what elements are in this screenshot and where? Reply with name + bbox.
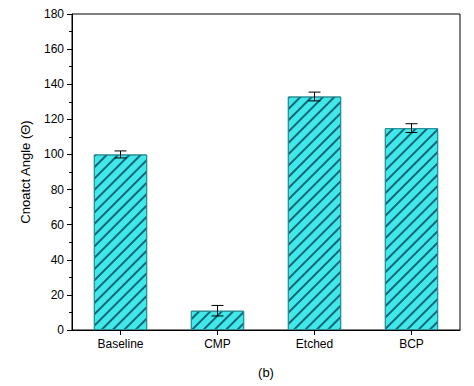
- svg-text:Cnoatct Angle (Θ): Cnoatct Angle (Θ): [18, 120, 33, 223]
- svg-text:CMP: CMP: [204, 337, 231, 351]
- svg-text:Etched: Etched: [296, 337, 333, 351]
- svg-text:100: 100: [44, 147, 64, 161]
- svg-text:0: 0: [57, 323, 64, 337]
- svg-text:(b): (b): [258, 365, 274, 380]
- svg-text:BCP: BCP: [399, 337, 424, 351]
- svg-text:180: 180: [44, 7, 64, 21]
- svg-text:140: 140: [44, 77, 64, 91]
- svg-text:160: 160: [44, 42, 64, 56]
- svg-text:80: 80: [51, 183, 65, 197]
- svg-text:120: 120: [44, 112, 64, 126]
- svg-text:Baseline: Baseline: [97, 337, 143, 351]
- svg-text:60: 60: [51, 218, 65, 232]
- svg-text:40: 40: [51, 253, 65, 267]
- svg-text:20: 20: [51, 288, 65, 302]
